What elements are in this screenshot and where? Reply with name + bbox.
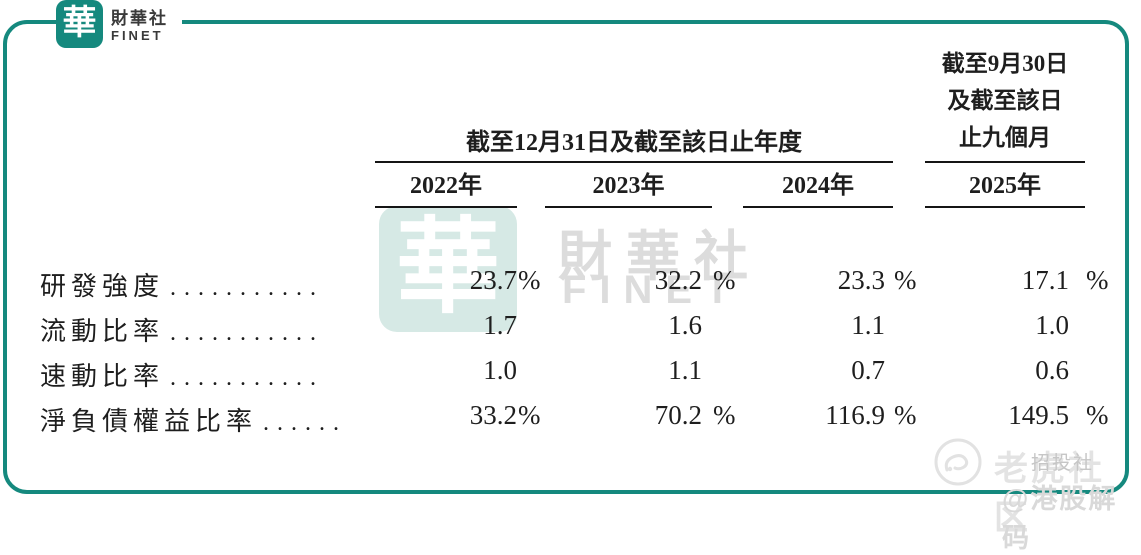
column-group-header-annual: 截至12月31日及截至該日止年度 bbox=[375, 52, 893, 163]
unit-cell: % bbox=[1086, 265, 1109, 295]
row-label-text: 速動比率 bbox=[40, 362, 165, 391]
value-cell: 149.5 bbox=[1008, 400, 1069, 430]
unit-cell bbox=[517, 303, 543, 348]
dot-leader: ........... bbox=[170, 320, 325, 346]
value-cell: 70.2 bbox=[654, 400, 702, 430]
dot-leader: ........... bbox=[170, 275, 325, 301]
value-cell: 17.1 bbox=[1021, 265, 1069, 295]
unit-cell: % bbox=[713, 265, 736, 295]
row-label-text: 流動比率 bbox=[40, 317, 165, 346]
nine-month-header-line: 及截至該日 bbox=[947, 88, 1063, 113]
unit-cell: % bbox=[518, 400, 541, 430]
unit-cell bbox=[893, 303, 919, 348]
unit-cell bbox=[712, 303, 738, 348]
column-group-header-nine-months: 截至9月30日 及截至該日 止九個月 bbox=[925, 51, 1085, 163]
value-cell: 1.0 bbox=[483, 355, 517, 385]
value-cell: 23.7 bbox=[469, 265, 517, 295]
unit-cell bbox=[893, 348, 919, 393]
dot-leader: ........... bbox=[170, 365, 325, 391]
row-label: 流動比率 ........... bbox=[40, 303, 375, 348]
value-cell: 32.2 bbox=[654, 265, 702, 295]
brand-name-english: FINET bbox=[111, 28, 164, 43]
value-cell: 116.9 bbox=[825, 400, 885, 430]
finet-logo-icon: 華 bbox=[56, 0, 103, 48]
year-header-2022: 2022年 bbox=[375, 163, 517, 208]
finet-logo-text: 財華社 FINET bbox=[111, 0, 168, 43]
row-label: 研發強度 ........... bbox=[40, 258, 375, 303]
value-cell: 23.3 bbox=[837, 265, 885, 295]
unit-cell bbox=[1085, 348, 1111, 393]
row-label: 速動比率 ........... bbox=[40, 348, 375, 393]
year-header-2023: 2023年 bbox=[545, 163, 712, 208]
unit-cell: % bbox=[518, 265, 541, 295]
unit-cell bbox=[1085, 303, 1111, 348]
value-cell: 1.6 bbox=[668, 310, 702, 340]
row-label-text: 研發強度 bbox=[40, 272, 165, 301]
year-header-2025: 2025年 bbox=[925, 163, 1085, 208]
value-cell: 1.0 bbox=[1035, 310, 1069, 340]
value-cell: 1.1 bbox=[851, 310, 885, 340]
unit-cell: % bbox=[713, 400, 736, 430]
value-cell: 33.2 bbox=[469, 400, 517, 430]
row-label-text: 淨負債權益比率 bbox=[40, 407, 258, 436]
dot-leader: ...... bbox=[263, 410, 348, 436]
nine-month-header-line: 止九個月 bbox=[959, 125, 1051, 150]
nine-month-header-line: 截至9月30日 bbox=[941, 51, 1069, 76]
brand-name-chinese: 財華社 bbox=[111, 9, 168, 28]
value-cell: 0.7 bbox=[851, 355, 885, 385]
finet-logo-character: 華 bbox=[62, 5, 97, 42]
page-border-frame bbox=[3, 20, 1129, 494]
year-header-2024: 2024年 bbox=[743, 163, 893, 208]
financial-ratio-table: 截至12月31日及截至該日止年度 截至9月30日 及截至該日 止九個月 2022… bbox=[40, 51, 1111, 438]
value-cell: 0.6 bbox=[1035, 355, 1069, 385]
unit-cell: % bbox=[894, 265, 917, 295]
value-cell: 1.7 bbox=[483, 310, 517, 340]
unit-cell bbox=[517, 348, 543, 393]
value-cell: 1.1 bbox=[668, 355, 702, 385]
unit-cell: % bbox=[894, 400, 917, 430]
finet-logo: 華 財華社 FINET bbox=[56, 0, 182, 52]
unit-cell: % bbox=[1086, 400, 1109, 430]
unit-cell bbox=[712, 348, 738, 393]
row-label: 淨負債權益比率 ...... bbox=[40, 393, 375, 438]
